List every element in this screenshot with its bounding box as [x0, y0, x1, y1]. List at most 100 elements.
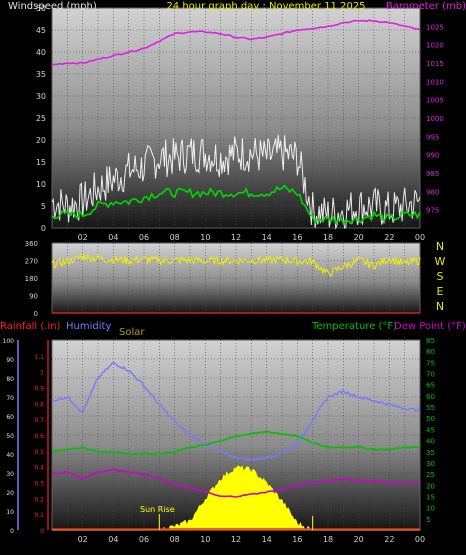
- rainfall-y-tick-label: 0: [40, 528, 44, 535]
- direction-y-tick-label: 0: [34, 310, 38, 318]
- x-tick-label: 14: [262, 535, 272, 544]
- temperature-line: [51, 430, 421, 456]
- humidity-y-tick-label: 0: [10, 528, 14, 535]
- temperature-y-tick-label: 10: [426, 505, 435, 513]
- barometer-y-tick-label: 995: [426, 133, 439, 141]
- temperature-y-tick-label: 85: [426, 337, 435, 345]
- x-tick-label: 10: [200, 535, 210, 544]
- rainfall-y-tick-label: 0.4: [34, 465, 44, 472]
- rainfall-y-tick-label: 0.2: [34, 496, 44, 503]
- direction-y-tick-label: 270: [25, 258, 38, 266]
- x-tick-label: 12: [231, 535, 241, 544]
- wind-y-tick-label: 5: [41, 202, 46, 211]
- x-tick-label: 00: [415, 233, 425, 242]
- temperature-y-tick-label: 50: [426, 415, 435, 423]
- x-tick-label: 04: [108, 233, 118, 242]
- direction-y-tick-label: 180: [25, 275, 38, 283]
- temperature-y-tick-label: 30: [426, 460, 435, 468]
- humidity-y-tick-label: 80: [6, 376, 14, 383]
- barometer-y-tick-label: 980: [426, 188, 439, 196]
- wind-direction-line: [51, 253, 421, 277]
- x-tick-label: 22: [384, 535, 394, 544]
- sunrise-label: Sun Rise: [140, 505, 175, 514]
- barometer-axis-title: Barometer (mb): [386, 1, 466, 12]
- barometer-y-tick-label: 1000: [426, 115, 444, 123]
- compass-label: N: [436, 240, 444, 253]
- compass-label: E: [437, 285, 444, 298]
- rainfall-y-tick-label: 0.7: [34, 417, 44, 424]
- temperature-y-tick-label: 40: [426, 438, 435, 446]
- wind-y-tick-label: 45: [36, 26, 46, 35]
- x-tick-label: 14: [262, 233, 272, 242]
- temperature-y-tick-label: 5: [426, 516, 430, 524]
- solar-area: [52, 465, 420, 531]
- x-tick-label: 18: [323, 233, 333, 242]
- temperature-y-tick-label: 55: [426, 404, 435, 412]
- humidity-y-tick-label: 70: [6, 395, 14, 402]
- wind-average-line: [51, 184, 421, 225]
- humidity-axis-title: Humidity: [66, 321, 111, 332]
- wind-y-tick-label: 25: [36, 114, 46, 123]
- rainfall-y-tick-label: 0.1: [34, 512, 44, 519]
- rainfall-y-tick-label: 1: [40, 370, 44, 377]
- wind-y-tick-label: 20: [36, 136, 46, 145]
- barometer-y-tick-label: 975: [426, 207, 439, 215]
- humidity-y-tick-label: 50: [6, 433, 14, 440]
- direction-y-tick-label: 90: [29, 293, 38, 301]
- barometer-y-tick-label: 1025: [426, 23, 444, 31]
- temperature-y-tick-label: 70: [426, 371, 435, 379]
- x-tick-label: 02: [78, 535, 88, 544]
- wind-y-tick-label: 10: [36, 180, 46, 189]
- x-tick-label: 16: [292, 535, 302, 544]
- wind-y-tick-label: 15: [36, 158, 46, 167]
- wind-y-tick-label: 40: [36, 48, 46, 57]
- temperature-y-tick-label: 60: [426, 393, 435, 401]
- barometer-y-tick-label: 1015: [426, 60, 444, 68]
- temperature-y-tick-label: 65: [426, 382, 435, 390]
- x-tick-label: 04: [108, 535, 118, 544]
- barometer-line: [51, 19, 421, 66]
- temperature-y-tick-label: 25: [426, 471, 435, 479]
- temperature-y-tick-label: 35: [426, 449, 435, 457]
- temperature-y-tick-label: 20: [426, 482, 435, 490]
- barometer-y-tick-label: 1005: [426, 97, 444, 105]
- dewpoint-axis-title: Dew Point (°F): [394, 321, 466, 332]
- temperature-y-tick-label: 15: [426, 493, 435, 501]
- wind-y-tick-label: 35: [36, 70, 46, 79]
- humidity-y-tick-label: 30: [6, 471, 14, 478]
- rainfall-y-tick-label: 0.9: [34, 386, 44, 393]
- temperature-axis-title: Temperature (°F): [311, 321, 397, 332]
- x-tick-label: 06: [139, 535, 149, 544]
- dewpoint-line: [52, 468, 421, 498]
- temperature-y-tick-label: 80: [426, 348, 435, 356]
- wind-y-tick-label: 0: [41, 224, 46, 233]
- rainfall-y-tick-label: 0.5: [34, 449, 44, 456]
- rainfall-y-tick-label: 0.6: [34, 433, 44, 440]
- solar-axis-title: Solar: [119, 327, 145, 338]
- x-tick-label: 20: [354, 233, 364, 242]
- x-tick-label: 10: [200, 233, 210, 242]
- x-tick-label: 18: [323, 535, 333, 544]
- compass-label: N: [436, 300, 444, 313]
- direction-y-tick-label: 360: [25, 240, 38, 248]
- humidity-y-tick-label: 40: [6, 452, 14, 459]
- wind-y-tick-label: 50: [36, 4, 46, 13]
- windspeed-axis-title: Windspeed (mph): [8, 1, 97, 12]
- humidity-y-tick-label: 90: [6, 357, 14, 364]
- compass-label: W: [435, 255, 446, 268]
- compass-label: S: [437, 270, 444, 283]
- humidity-y-tick-label: 20: [6, 490, 14, 497]
- x-tick-label: 08: [170, 535, 180, 544]
- temperature-y-tick-label: 45: [426, 426, 435, 434]
- humidity-y-tick-label: 10: [6, 509, 14, 516]
- x-tick-label: 16: [292, 233, 302, 242]
- x-tick-label: 00: [415, 535, 425, 544]
- x-tick-label: 12: [231, 233, 241, 242]
- temperature-y-tick-label: 75: [426, 359, 435, 367]
- x-tick-label: 08: [170, 233, 180, 242]
- barometer-y-tick-label: 990: [426, 152, 439, 160]
- x-tick-label: 20: [354, 535, 364, 544]
- barometer-y-tick-label: 1020: [426, 42, 444, 50]
- barometer-y-tick-label: 985: [426, 170, 439, 178]
